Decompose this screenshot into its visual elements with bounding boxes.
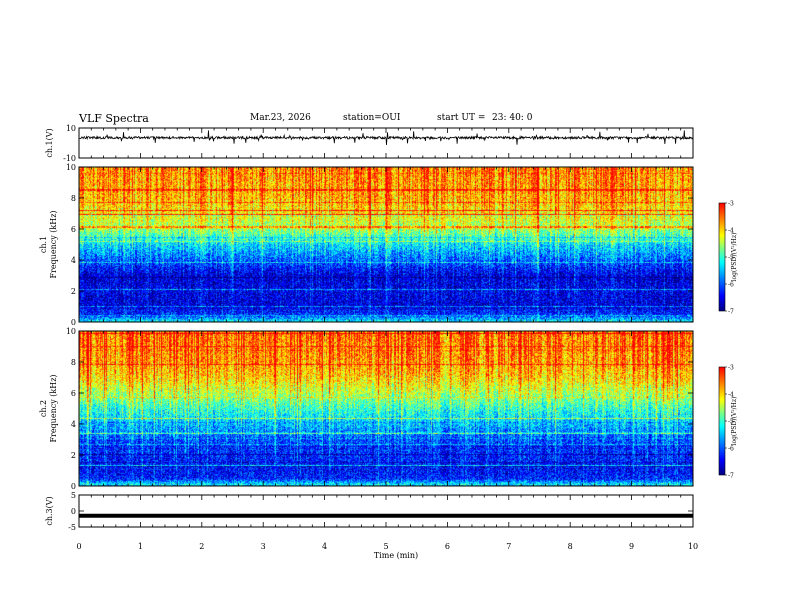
s1-colorbar-tick-label: -3	[728, 201, 734, 208]
s2-colorbar-tick-label: -3	[728, 365, 734, 372]
s1-ytick-label: 6	[71, 225, 76, 234]
s2-ytick-label: 8	[71, 358, 76, 367]
x-tick-label: 6	[445, 542, 450, 551]
s2-ytick-label: 2	[71, 451, 76, 460]
ch3-ytick-label: -5	[68, 523, 76, 532]
s1-ytick-label: 0	[71, 318, 76, 327]
date-label: Mar.23, 2026	[250, 113, 311, 123]
s1-ytick-label: 4	[71, 256, 76, 265]
s2-colorbar-tick-label: -6	[728, 446, 734, 453]
s2-ytick-label: 0	[71, 482, 76, 491]
s2-ylabel-channel: ch.2	[39, 400, 48, 417]
s1-colorbar-tick-label: -7	[728, 309, 734, 316]
s1-colorbar-label: log(PSD)(V²/Hz)	[731, 233, 738, 282]
s2-ytick-label: 10	[66, 327, 76, 336]
ch3-ylabel: ch.3(V)	[45, 496, 54, 525]
ch1-ytick-label: -10	[63, 154, 76, 163]
s1-ytick-label: 10	[66, 163, 76, 172]
s2-spectrogram-image	[79, 331, 693, 486]
s1-spectrogram-image	[79, 167, 693, 322]
ch1-waveform-line	[78, 130, 694, 146]
x-tick-label: 2	[199, 542, 204, 551]
s1-ylabel-channel: ch.1	[39, 236, 48, 253]
s2-colorbar	[718, 366, 726, 476]
s1-colorbar	[718, 202, 726, 312]
s2-ytick-label: 6	[71, 389, 76, 398]
ch3-ytick-label: 5	[71, 491, 76, 500]
chart-title: VLF Spectra	[79, 112, 149, 125]
x-tick-label: 9	[629, 542, 634, 551]
x-tick-label: 1	[138, 542, 143, 551]
x-tick-label: 8	[568, 542, 573, 551]
x-tick-label: 4	[322, 542, 327, 551]
s1-colorbar-tick-label: -4	[728, 228, 734, 235]
s1-colorbar-tick-label: -6	[728, 282, 734, 289]
x-tick-label: 0	[76, 542, 81, 551]
s2-colorbar-tick-label: -4	[728, 392, 734, 399]
x-tick-label: 5	[383, 542, 388, 551]
ch1-ytick-label: 10	[66, 124, 76, 133]
s2-ytick-label: 4	[71, 420, 76, 429]
ch1-ylabel: ch.1(V)	[45, 128, 54, 157]
station-label: station=OUI	[343, 113, 401, 123]
s1-ytick-label: 2	[71, 287, 76, 296]
x-tick-label: 10	[688, 542, 698, 551]
x-tick-label: 3	[261, 542, 266, 551]
s2-colorbar-tick-label: -5	[728, 419, 734, 426]
s1-ytick-label: 8	[71, 194, 76, 203]
s2-ylabel-frequency: Frequency (kHz)	[49, 374, 58, 442]
s1-ylabel-frequency: Frequency (kHz)	[49, 210, 58, 278]
s2-colorbar-tick-label: -7	[728, 473, 734, 480]
s2-colorbar-label: log(PSD)(V²/Hz)	[731, 397, 738, 446]
start-time-prefix: start UT =	[437, 113, 486, 123]
ch3-ytick-label: 0	[71, 507, 76, 516]
x-tick-label: 7	[506, 542, 511, 551]
start-time-value: 23: 40: 0	[492, 113, 533, 123]
x-axis-label: Time (min)	[374, 551, 418, 560]
s1-colorbar-tick-label: -5	[728, 255, 734, 262]
